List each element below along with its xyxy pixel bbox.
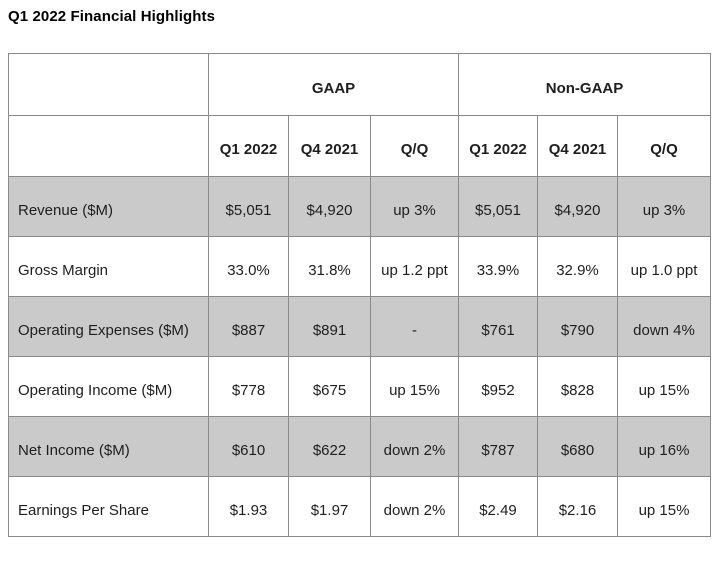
table-row-operating-income: Operating Income ($M) $778 $675 up 15% $… bbox=[8, 356, 712, 417]
value-cell: up 15% bbox=[616, 476, 712, 537]
row-label: Operating Income ($M) bbox=[8, 356, 209, 417]
value-cell: up 15% bbox=[616, 356, 712, 417]
value-cell: 33.9% bbox=[458, 236, 538, 297]
value-cell: $828 bbox=[537, 356, 618, 417]
row-label: Net Income ($M) bbox=[8, 416, 209, 477]
value-cell: 32.9% bbox=[537, 236, 618, 297]
value-cell: $675 bbox=[288, 356, 371, 417]
column-header-gaap-qq: Q/Q bbox=[370, 115, 459, 177]
column-header-nongaap-q4-2021: Q4 2021 bbox=[537, 115, 618, 177]
column-header-nongaap-qq: Q/Q bbox=[616, 115, 712, 177]
value-cell: $761 bbox=[458, 296, 538, 357]
column-header-gaap-q4-2021: Q4 2021 bbox=[288, 115, 371, 177]
table-row-revenue: Revenue ($M) $5,051 $4,920 up 3% $5,051 … bbox=[8, 176, 712, 237]
value-cell: up 3% bbox=[370, 176, 459, 237]
value-cell: $1.93 bbox=[208, 476, 289, 537]
value-cell: $2.16 bbox=[537, 476, 618, 537]
column-group-header-row: GAAP Non-GAAP bbox=[8, 53, 712, 116]
value-cell: - bbox=[370, 296, 459, 357]
value-cell: down 2% bbox=[370, 416, 459, 477]
value-cell: $680 bbox=[537, 416, 618, 477]
value-cell: $1.97 bbox=[288, 476, 371, 537]
value-cell: $2.49 bbox=[458, 476, 538, 537]
value-cell: $610 bbox=[208, 416, 289, 477]
value-cell: up 16% bbox=[616, 416, 712, 477]
column-header-gaap-q1-2022: Q1 2022 bbox=[208, 115, 289, 177]
value-cell: $787 bbox=[458, 416, 538, 477]
value-cell: $4,920 bbox=[537, 176, 618, 237]
group-header-gaap: GAAP bbox=[208, 53, 459, 116]
corner-empty-cell bbox=[8, 115, 209, 177]
value-cell: $952 bbox=[458, 356, 538, 417]
page-title: Q1 2022 Financial Highlights bbox=[8, 8, 216, 25]
column-header-row: Q1 2022 Q4 2021 Q/Q Q1 2022 Q4 2021 Q/Q bbox=[8, 115, 712, 177]
value-cell: 31.8% bbox=[288, 236, 371, 297]
value-cell: $5,051 bbox=[208, 176, 289, 237]
value-cell: down 4% bbox=[616, 296, 712, 357]
value-cell: down 2% bbox=[370, 476, 459, 537]
value-cell: $4,920 bbox=[288, 176, 371, 237]
table-row-operating-expenses: Operating Expenses ($M) $887 $891 - $761… bbox=[8, 296, 712, 357]
value-cell: up 1.0 ppt bbox=[616, 236, 712, 297]
value-cell: $5,051 bbox=[458, 176, 538, 237]
value-cell: $891 bbox=[288, 296, 371, 357]
row-label: Operating Expenses ($M) bbox=[8, 296, 209, 357]
row-label: Earnings Per Share bbox=[8, 476, 209, 537]
table-row-earnings-per-share: Earnings Per Share $1.93 $1.97 down 2% $… bbox=[8, 476, 712, 537]
value-cell: up 3% bbox=[616, 176, 712, 237]
value-cell: 33.0% bbox=[208, 236, 289, 297]
table-row-net-income: Net Income ($M) $610 $622 down 2% $787 $… bbox=[8, 416, 712, 477]
value-cell: $778 bbox=[208, 356, 289, 417]
value-cell: up 15% bbox=[370, 356, 459, 417]
value-cell: $622 bbox=[288, 416, 371, 477]
corner-empty-cell bbox=[8, 53, 209, 116]
value-cell: $790 bbox=[537, 296, 618, 357]
value-cell: up 1.2 ppt bbox=[370, 236, 459, 297]
value-cell: $887 bbox=[208, 296, 289, 357]
row-label: Revenue ($M) bbox=[8, 176, 209, 237]
financial-highlights-table: GAAP Non-GAAP Q1 2022 Q4 2021 Q/Q Q1 202… bbox=[8, 53, 712, 537]
group-header-non-gaap: Non-GAAP bbox=[457, 53, 712, 116]
column-header-nongaap-q1-2022: Q1 2022 bbox=[458, 115, 538, 177]
row-label: Gross Margin bbox=[8, 236, 209, 297]
table-row-gross-margin: Gross Margin 33.0% 31.8% up 1.2 ppt 33.9… bbox=[8, 236, 712, 297]
